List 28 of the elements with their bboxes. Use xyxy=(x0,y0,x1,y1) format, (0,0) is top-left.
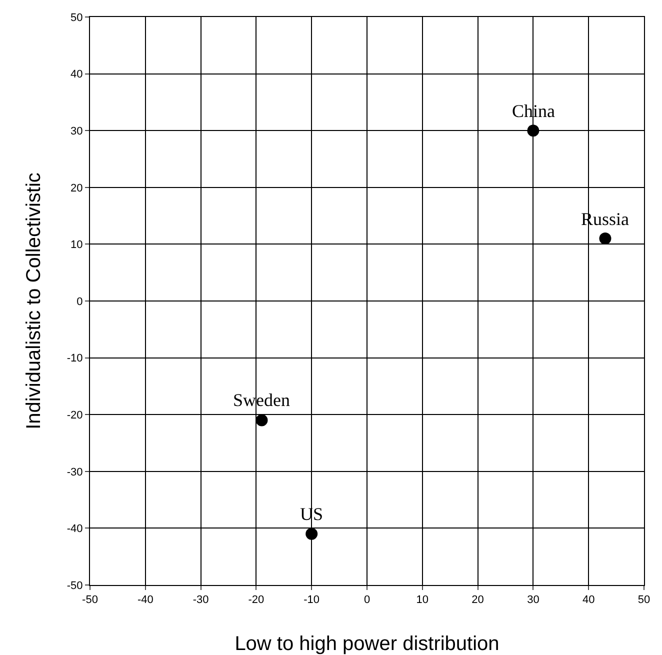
y-tick-label: 0 xyxy=(76,296,83,308)
x-tick-label: -50 xyxy=(82,594,98,606)
y-axis-title: Individualistic to Collectivistic xyxy=(23,172,45,430)
x-tick-label: 20 xyxy=(472,594,484,606)
x-tick-label: -30 xyxy=(192,594,209,606)
point xyxy=(599,232,612,245)
x-tick-label: -20 xyxy=(248,594,264,606)
y-tick-label: -10 xyxy=(66,352,83,365)
point xyxy=(306,528,318,540)
x-tick-label: 40 xyxy=(582,594,595,606)
x-tick-label: 50 xyxy=(638,594,650,606)
x-axis-title: Low to high power distribution xyxy=(234,633,500,655)
y-tick-label: 10 xyxy=(70,239,83,252)
y-tick-label: -30 xyxy=(66,466,83,478)
y-tick-label: 40 xyxy=(70,68,83,81)
y-tick-label: 20 xyxy=(70,182,83,194)
x-tick-label: 10 xyxy=(416,594,429,606)
y-tick-label: -40 xyxy=(66,523,83,536)
y-tick-label: 50 xyxy=(70,12,83,24)
x-tick-label: 0 xyxy=(364,594,370,606)
y-tick-label: -20 xyxy=(66,409,83,422)
x-tick-label: 30 xyxy=(527,594,540,606)
y-tick-label: 30 xyxy=(70,125,83,138)
x-tick-label: -10 xyxy=(304,594,320,606)
x-tick-label: -40 xyxy=(137,594,154,606)
point xyxy=(256,414,268,426)
point xyxy=(527,124,540,137)
y-tick-label: -50 xyxy=(66,580,83,592)
